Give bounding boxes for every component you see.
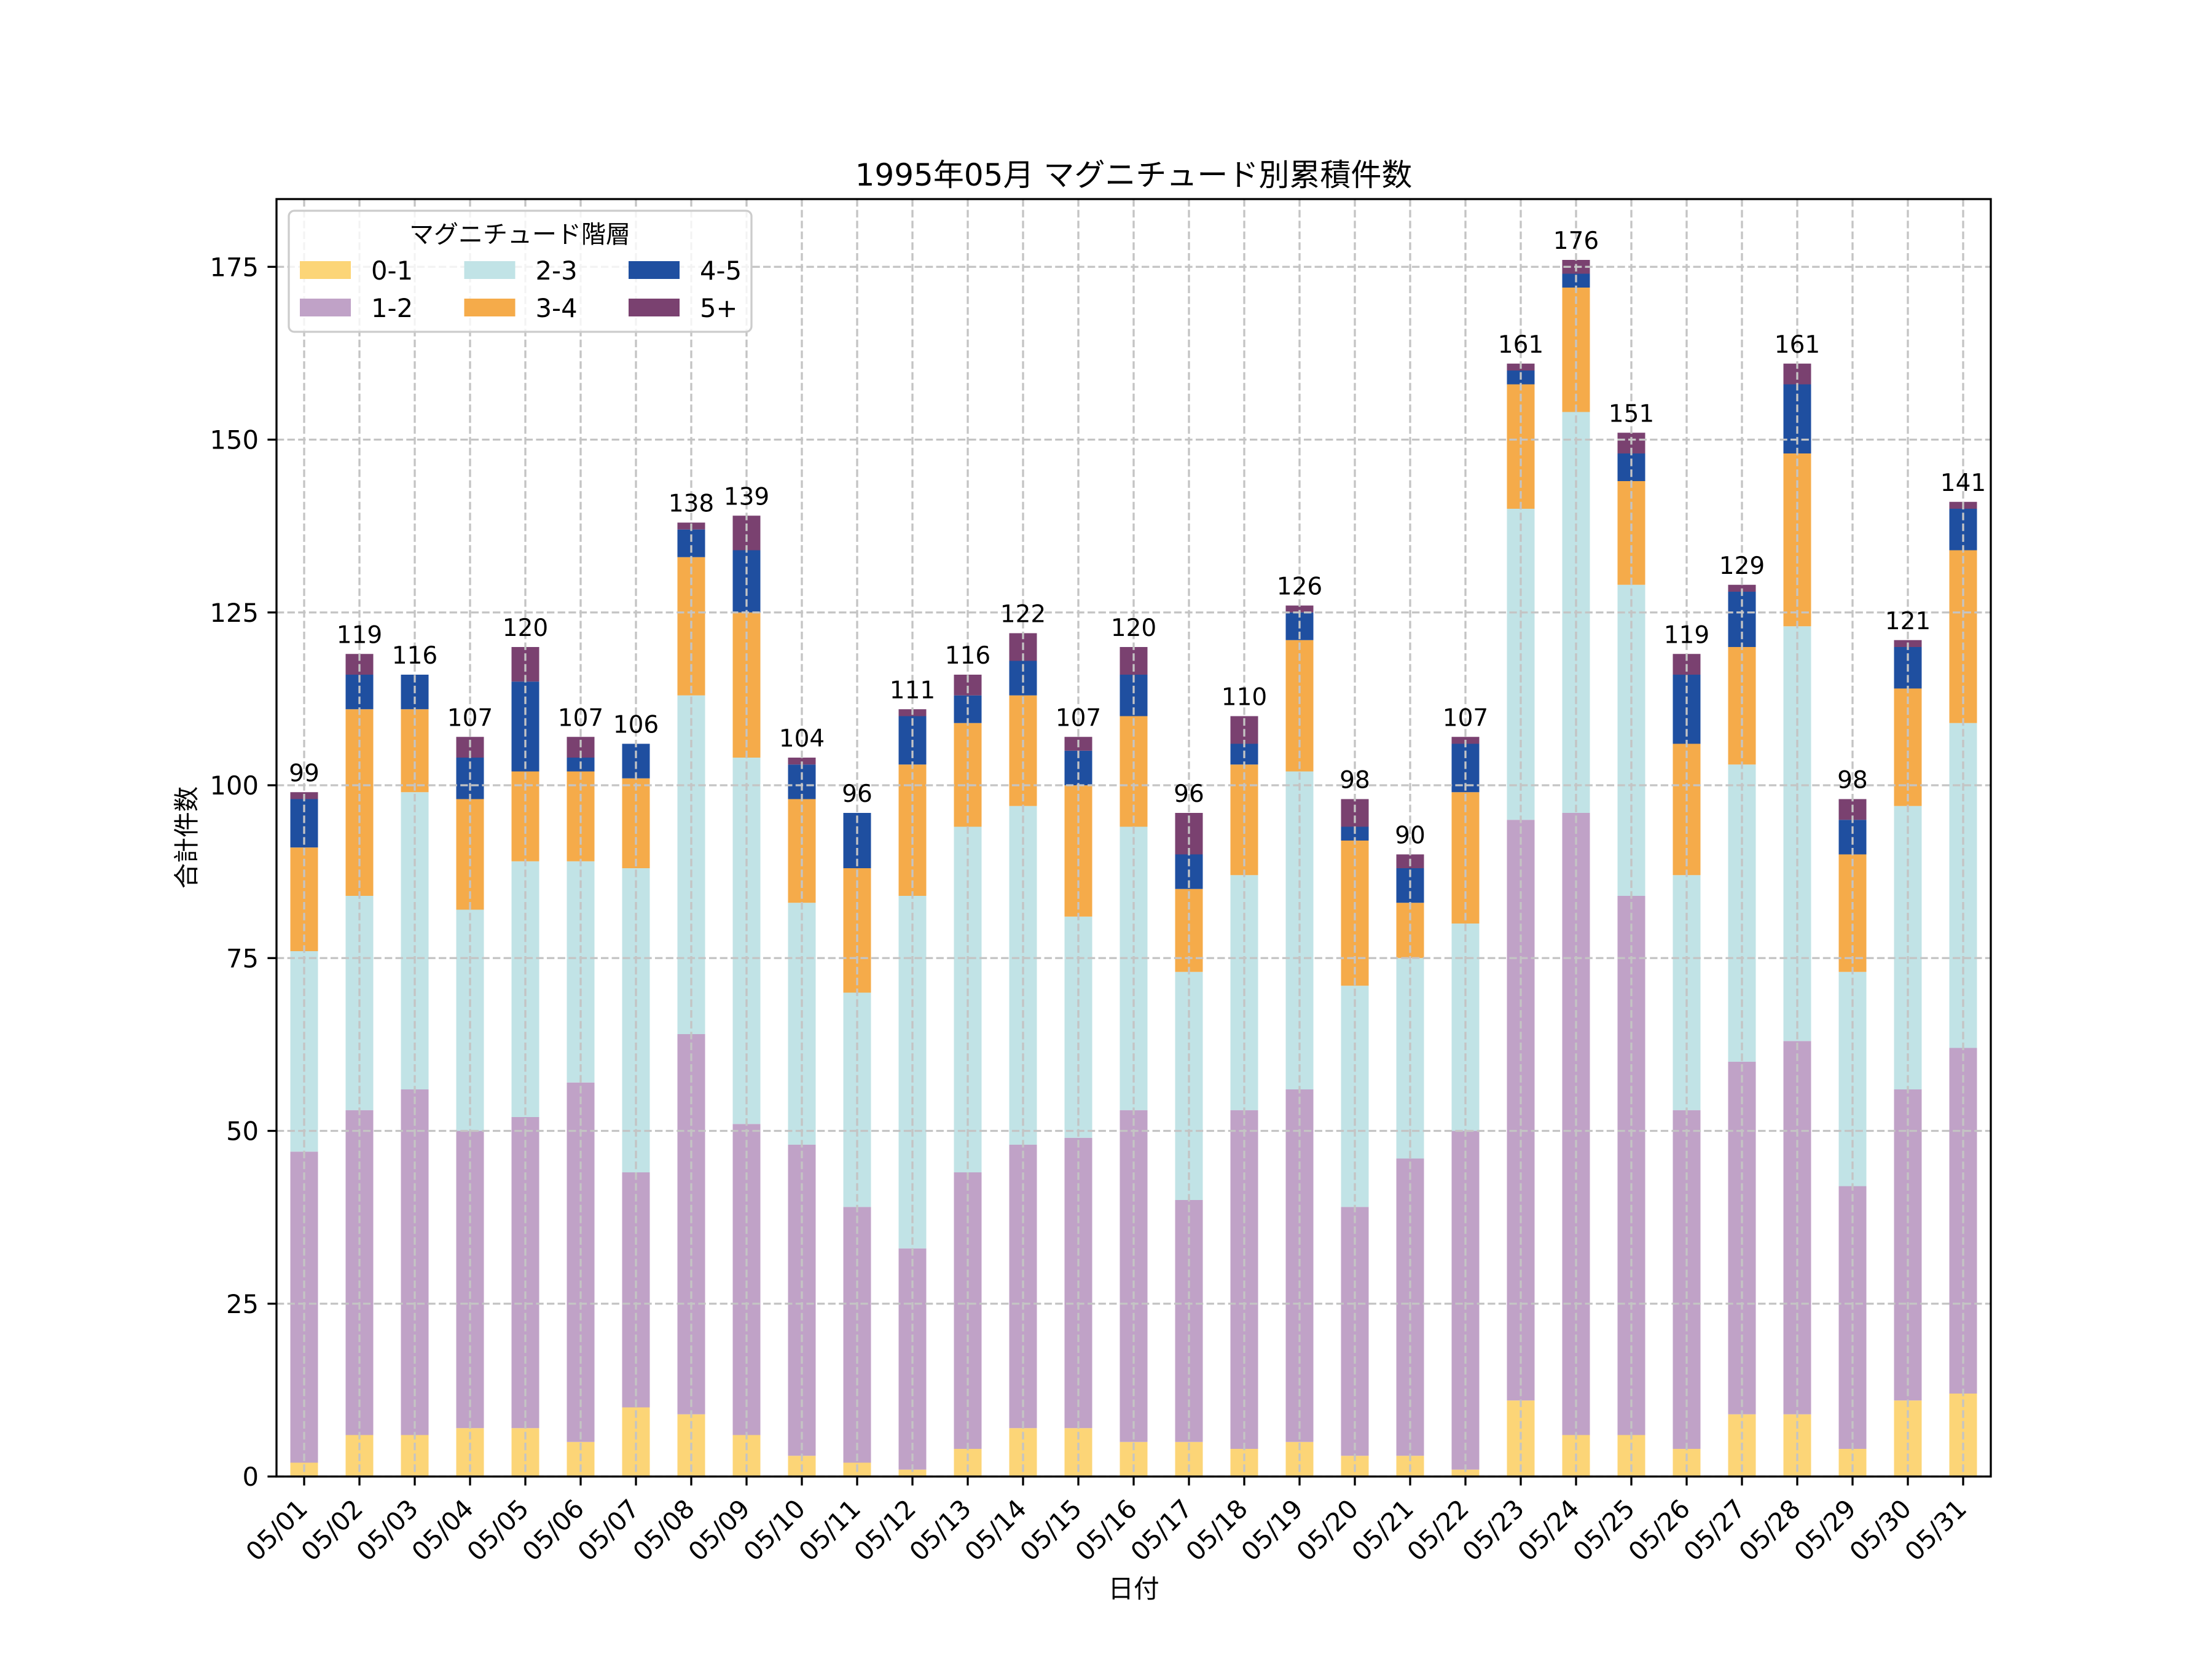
legend-label: 5+ [700,293,737,323]
bar-total-label: 98 [1837,767,1868,794]
y-tick-label: 125 [210,598,259,628]
bar-segment-3-4 [1507,384,1535,509]
legend: マグニチュード階層 0-1 1-2 2-3 3-4 4-5 5+ [288,210,753,333]
bar-segment-5plus [788,758,816,765]
bar-stack-05-06 [567,737,595,1477]
bar-stack-05-29 [1838,799,1867,1477]
bar-total-label: 107 [447,704,493,732]
bar-stack-05-15 [1064,737,1092,1477]
bar-total-label: 107 [1056,704,1101,732]
legend-swatch [464,299,516,316]
bar-total-label: 151 [1609,400,1654,428]
legend-label: 0-1 [371,256,413,286]
chart-title: 1995年05月 マグニチュード別累積件数 [855,157,1413,193]
bar-total-label: 122 [1000,601,1046,629]
bar-segment-0-1 [1230,1449,1258,1477]
legend-item-4-5: 4-5 [629,256,742,286]
bar-segment-0-1 [1673,1449,1701,1477]
x-axis-label: 日付 [1108,1574,1159,1604]
y-tick-label: 75 [226,943,259,973]
bar-total-label: 107 [1443,704,1488,732]
bar-segment-3-4 [1451,792,1480,924]
legend-title: マグニチュード階層 [409,221,630,249]
bar-segment-3-4 [345,709,374,896]
bar-total-label: 104 [779,725,825,753]
bar-segment-1-2 [1451,1131,1480,1470]
bar-total-label: 138 [669,490,714,518]
bar-segment-0-1 [954,1449,982,1477]
bar-total-label: 119 [337,621,382,649]
y-axis-label: 合計件数 [171,786,202,889]
legend-item-5plus: 5+ [629,293,737,323]
bar-total-label: 90 [1395,822,1426,850]
bar-segment-1-2 [1673,1110,1701,1449]
bar-total-label: 161 [1775,331,1820,359]
bar-segment-3-4 [1285,640,1314,772]
bar-total-label: 96 [842,780,873,808]
y-tick-label: 0 [242,1462,259,1492]
bar-total-label: 99 [289,759,320,787]
bar-total-label: 111 [890,677,935,704]
bar-segment-1-2 [1230,1110,1258,1449]
legend-swatch [300,261,351,279]
bar-segment-5plus [732,516,761,551]
bar-total-label: 110 [1222,684,1267,712]
y-tick-label: 150 [210,425,259,455]
bar-total-label: 120 [1111,614,1156,642]
y-tick-label: 25 [226,1289,259,1319]
bar-total-label: 126 [1277,573,1322,601]
bar-stack-05-20 [1341,799,1369,1477]
legend-label: 1-2 [371,293,413,323]
legend-item-0-1: 0-1 [300,256,413,286]
legend-swatch [629,299,680,316]
y-tick-label: 100 [210,771,259,801]
bar-total-label: 141 [1940,469,1986,497]
bar-total-label: 116 [945,642,990,670]
y-axis: 0 25 50 75 100 125 150 175 [210,252,276,1492]
bar-segment-0-1 [1451,1469,1480,1477]
bar-segment-5plus [1728,584,1756,592]
bar-segment-0-1 [1838,1449,1867,1477]
bar-total-labels: 99 119 116 107 120 107 106 138 139 104 96 111 116 122… [289,227,1986,850]
legend-label: 4-5 [700,256,742,286]
legend-items: 0-1 1-2 2-3 3-4 4-5 5+ [300,256,742,323]
bar-total-label: 119 [1664,621,1709,649]
bar-total-label: 129 [1719,552,1765,580]
bar-total-label: 106 [613,712,659,739]
y-tick-label: 50 [226,1116,259,1147]
bar-total-label: 176 [1553,227,1599,255]
bar-total-label: 98 [1339,767,1370,794]
bar-total-label: 96 [1174,780,1204,808]
bar-segment-1-2 [788,1145,816,1456]
legend-label: 2-3 [536,256,578,286]
bar-segment-1-2 [732,1124,761,1435]
bar-segment-4-5 [788,764,816,799]
bar-segment-1-2 [954,1172,982,1449]
legend-label: 3-4 [536,293,578,323]
bar-segment-5plus [1285,605,1314,613]
bar-total-label: 116 [392,642,437,670]
legend-item-1-2: 1-2 [300,293,413,323]
bar-segment-2-3 [1009,806,1037,1145]
legend-swatch [300,299,351,316]
bar-total-label: 107 [558,704,603,732]
bar-segment-4-5 [677,529,705,557]
legend-swatch [629,261,680,279]
legend-item-3-4: 3-4 [464,293,578,323]
bar-segment-3-4 [1562,288,1590,412]
legend-item-2-3: 2-3 [464,256,578,286]
bar-total-label: 161 [1498,331,1543,359]
bar-stack-05-04 [456,737,484,1477]
bar-total-label: 139 [724,483,769,511]
legend-swatch [464,261,516,279]
bar-total-label: 121 [1885,608,1931,635]
y-tick-label: 175 [210,252,259,282]
bar-total-label: 120 [503,614,548,642]
bar-stack-05-22 [1451,737,1480,1477]
bar-segment-0-1 [898,1469,927,1477]
